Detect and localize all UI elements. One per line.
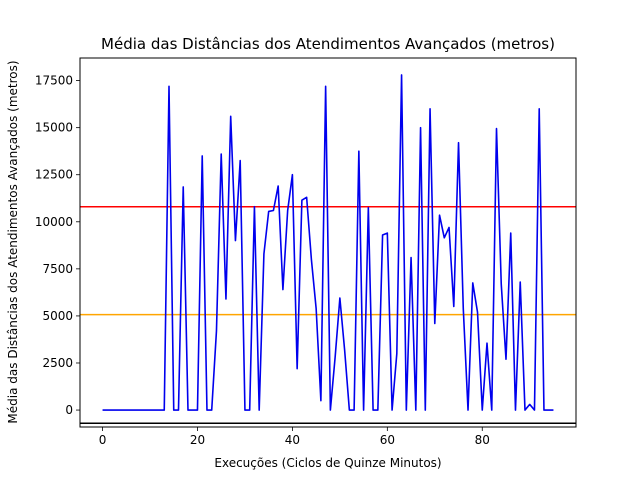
x-tick-label: 20 xyxy=(190,433,205,447)
y-tick-label: 5000 xyxy=(42,309,73,323)
y-tick-label: 0 xyxy=(65,403,73,417)
x-tick-label: 40 xyxy=(285,433,300,447)
y-tick-label: 17500 xyxy=(35,74,73,88)
x-tick-label: 60 xyxy=(380,433,395,447)
x-tick-label: 0 xyxy=(99,433,107,447)
y-tick-label: 7500 xyxy=(42,262,73,276)
chart-title: Média das Distâncias dos Atendimentos Av… xyxy=(101,35,555,53)
series-layer xyxy=(102,74,554,411)
y-tick-label: 15000 xyxy=(35,121,73,135)
y-axis-label: Média das Distâncias dos Atendimentos Av… xyxy=(6,60,20,423)
y-tick-label: 10000 xyxy=(35,215,73,229)
x-tick-label: 80 xyxy=(475,433,490,447)
y-tick-label: 12500 xyxy=(35,168,73,182)
y-axis: 0 2500 5000 7500 10000 12500 15000 17500 xyxy=(35,74,80,417)
plot-frame xyxy=(79,57,577,428)
y-tick-label: 2500 xyxy=(42,356,73,370)
series-line-1 xyxy=(102,74,554,411)
x-axis: 0 20 40 60 80 xyxy=(99,427,490,447)
x-axis-label: Execuções (Ciclos de Quinze Minutos) xyxy=(214,456,441,470)
